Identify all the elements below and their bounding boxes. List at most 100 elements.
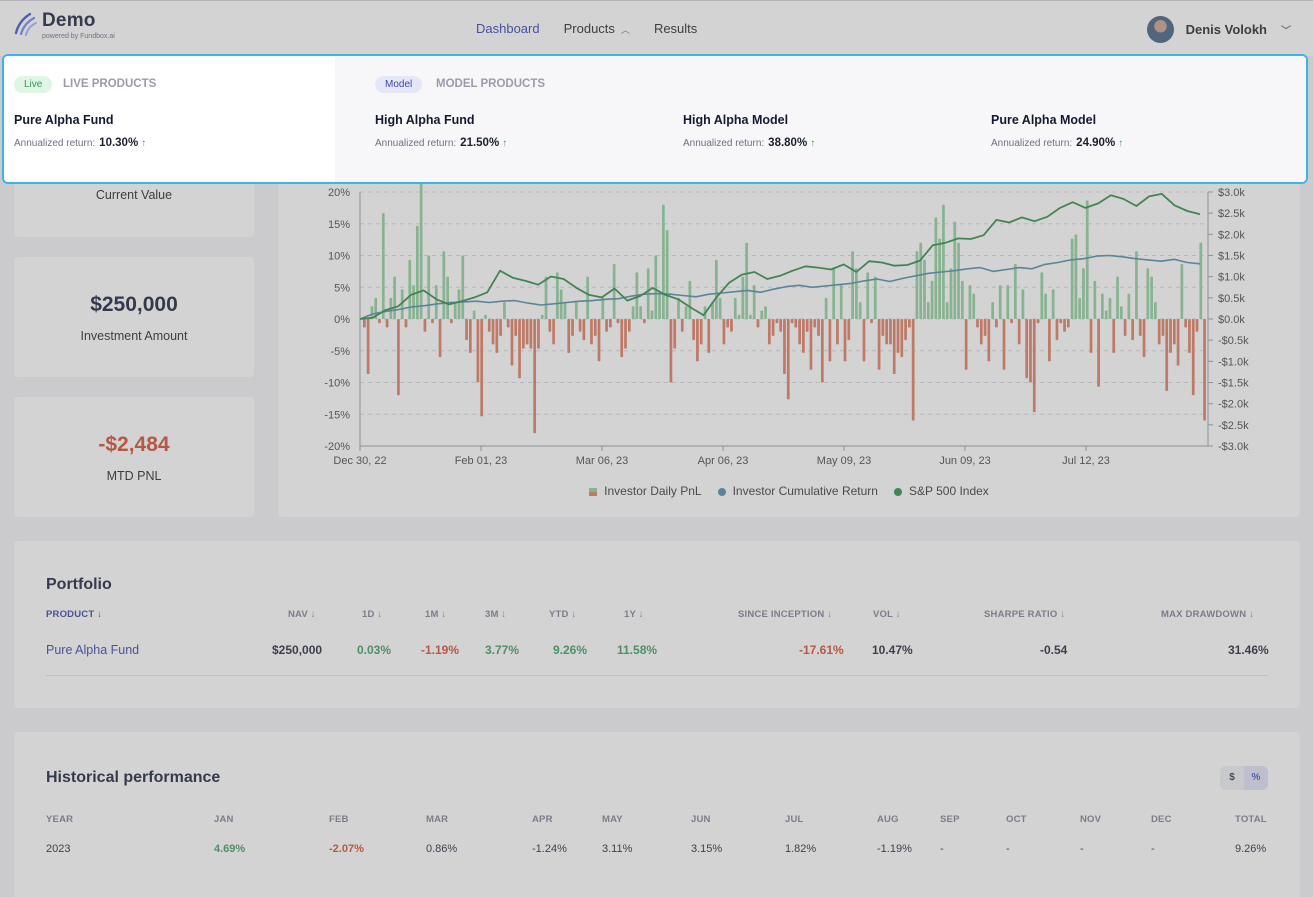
th-nav[interactable]: NAV ↓ [288, 609, 316, 620]
nav-products[interactable]: Products ︿ [564, 21, 630, 36]
logo[interactable]: Demo powered by Fundbox.ai [12, 11, 115, 40]
nav-products-label: Products [563, 21, 615, 36]
th-1d[interactable]: 1D ↓ [362, 609, 383, 620]
th-1m[interactable]: 1M ↓ [425, 609, 447, 620]
pnl-bar [881, 319, 885, 336]
pnl-bar [847, 319, 851, 341]
pnl-bar [1017, 319, 1021, 345]
hist-th-dec: DEC [1151, 814, 1172, 825]
pnl-bar [790, 319, 794, 324]
pnl-bar [824, 297, 828, 319]
pnl-bar [930, 280, 934, 319]
toggle-percent[interactable]: % [1244, 766, 1268, 790]
pnl-bar [1176, 319, 1180, 366]
toggle-dollar[interactable]: $ [1229, 772, 1235, 783]
pnl-bar [1116, 276, 1119, 319]
pnl-bar [938, 238, 942, 319]
product-name: Pure Alpha Model [991, 113, 1097, 127]
pnl-bar [616, 319, 620, 324]
arrow-up-icon: ↑ [141, 138, 147, 149]
hist-th-sep: SEP [940, 814, 960, 825]
hist-th-jul: JUL [785, 814, 804, 825]
pnl-bar [809, 319, 813, 370]
pnl-bar [1029, 319, 1032, 383]
live-products-panel: Live LIVE PRODUCTS Pure Alpha Fund Annua… [4, 56, 335, 182]
legend-item-sp500[interactable]: S&P 500 Index [893, 484, 989, 498]
pnl-bar [976, 319, 979, 328]
live-products-title: LIVE PRODUCTS [63, 78, 157, 90]
x-tick-label: Feb 01, 23 [455, 455, 508, 467]
pnl-bar [586, 276, 590, 319]
pnl-bar [1097, 319, 1100, 387]
th-3m[interactable]: 3M ↓ [485, 609, 507, 620]
legend-label: Investor Cumulative Return [732, 484, 878, 498]
pnl-bar [631, 306, 635, 319]
pnl-bar [1025, 319, 1029, 379]
pnl-bar [563, 302, 567, 319]
pnl-bar [1078, 297, 1082, 319]
logo-title: Demo [42, 10, 96, 31]
pnl-bar [1108, 297, 1112, 319]
hist-cell-oct: - [1006, 843, 1010, 855]
pnl-bar [1021, 289, 1025, 319]
pnl-bar [590, 319, 593, 345]
product-name: Pure Alpha Fund [14, 113, 114, 127]
pnl-bar [593, 319, 597, 336]
portfolio-title: Portfolio [46, 576, 112, 593]
pnl-bar [805, 319, 809, 332]
th-1y[interactable]: 1Y ↓ [624, 609, 644, 620]
pnl-bar [733, 297, 737, 319]
th-since-inception[interactable]: SINCE INCEPTION ↓ [738, 609, 833, 620]
cell-1d: 0.03% [357, 643, 392, 657]
pnl-bar [529, 319, 533, 349]
pnl-bar [1142, 319, 1146, 358]
cell-ytd: 9.26% [553, 643, 588, 657]
nav-dashboard[interactable]: Dashboard [476, 21, 540, 36]
y-left-tick-label: 0% [334, 314, 350, 326]
pnl-bar [480, 319, 484, 417]
th-max-drawdown[interactable]: MAX DRAWDOWN ↓ [1161, 609, 1255, 620]
pnl-bar [987, 319, 991, 362]
user-menu[interactable]: Denis Volokh ﹀ [1146, 16, 1291, 43]
cumulative-return-line [359, 254, 1201, 320]
pnl-bar [911, 319, 915, 421]
pnl-bar [1146, 268, 1150, 319]
pnl-bar [1070, 238, 1074, 319]
pnl-bar [892, 319, 896, 375]
pnl-bar [964, 319, 968, 370]
pnl-bar [491, 319, 495, 345]
y-right-tick-label: -$2.0k [1218, 399, 1249, 411]
pnl-bar [983, 319, 987, 336]
product-link[interactable]: Pure Alpha Fund [46, 643, 140, 657]
pnl-bar [1040, 272, 1044, 319]
th-ytd[interactable]: YTD ↓ [549, 609, 577, 620]
pnl-bar [450, 319, 453, 324]
pnl-bar [673, 319, 677, 349]
pnl-bar [1131, 319, 1135, 341]
pnl-bar [1138, 319, 1142, 336]
th-product[interactable]: PRODUCT ↓ [46, 609, 103, 620]
arrow-up-icon: ↑ [1118, 138, 1124, 149]
pnl-bar [1165, 319, 1169, 391]
pnl-bar [487, 319, 491, 332]
th-vol[interactable]: VOL ↓ [873, 609, 901, 620]
nav-results[interactable]: Results [653, 21, 698, 36]
pnl-bar [427, 255, 431, 319]
pnl-bar [397, 319, 400, 396]
legend-item-cumulative[interactable]: Investor Cumulative Return [717, 484, 878, 498]
pnl-bar [457, 289, 461, 319]
hist-cell-dec: - [1151, 843, 1155, 855]
pnl-bar [366, 319, 370, 375]
mtd-pnl-card: -$2,484 MTD PNL [14, 397, 254, 517]
pnl-bar [798, 319, 801, 345]
model-products-panel: Model MODEL PRODUCTS High Alpha Fund Ann… [335, 56, 1306, 182]
th-sharpe[interactable]: SHARPE RATIO ↓ [984, 609, 1066, 620]
pnl-bar [1036, 319, 1040, 324]
legend-item-daily-pnl[interactable]: Investor Daily PnL [589, 484, 702, 498]
pnl-bar [537, 319, 540, 349]
pnl-bar [400, 289, 404, 319]
pnl-bar [926, 302, 930, 319]
hist-th-jun: JUN [691, 814, 711, 825]
pnl-bar [942, 204, 945, 319]
pnl-bar [381, 213, 385, 319]
